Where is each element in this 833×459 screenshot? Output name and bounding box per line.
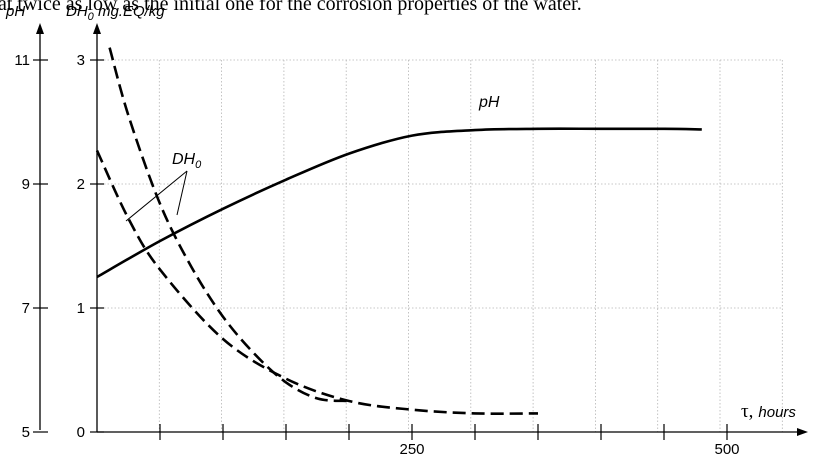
x-tick-label: 500 bbox=[714, 441, 739, 458]
dh-tick-label: 0 bbox=[77, 424, 85, 441]
ph-axis-ticks: 5 7 9 11 bbox=[14, 52, 48, 441]
dh-leader-line-right bbox=[176, 170, 188, 216]
ph-axis-arrow-icon bbox=[36, 23, 44, 34]
grid bbox=[97, 59, 783, 432]
dh-axis-arrow-icon bbox=[93, 23, 101, 34]
x-axis-label: τ, hours bbox=[741, 401, 796, 422]
ph-tick-label: 5 bbox=[22, 424, 30, 441]
dh-series-label: DH0 bbox=[172, 151, 202, 171]
dh-tick-label: 2 bbox=[77, 176, 85, 193]
dh-axis-ticks: 0 1 2 3 bbox=[77, 52, 104, 441]
x-axis-arrow-icon bbox=[797, 428, 808, 436]
series-group bbox=[95, 47, 702, 415]
x-axis-ticks: 250 500 bbox=[159, 424, 740, 458]
dh-tick-label: 1 bbox=[77, 300, 85, 317]
dh-leader-line-left bbox=[125, 170, 188, 222]
dh-tick-label: 3 bbox=[77, 52, 85, 69]
x-tick-label: 250 bbox=[399, 441, 424, 458]
ph-axis-label: pH bbox=[5, 3, 25, 20]
dh-axis-label: DH0 mg.EQ/kg bbox=[66, 3, 165, 23]
ph-tick-label: 11 bbox=[14, 52, 30, 69]
ph-tick-label: 9 bbox=[22, 176, 30, 193]
ph-tick-label: 7 bbox=[22, 300, 30, 317]
ph-series-label: pH bbox=[478, 94, 500, 111]
ph-line bbox=[96, 127, 702, 279]
dh0-line-2 bbox=[108, 47, 350, 403]
caption-text: at twice as low as the initial one for t… bbox=[0, 0, 582, 15]
